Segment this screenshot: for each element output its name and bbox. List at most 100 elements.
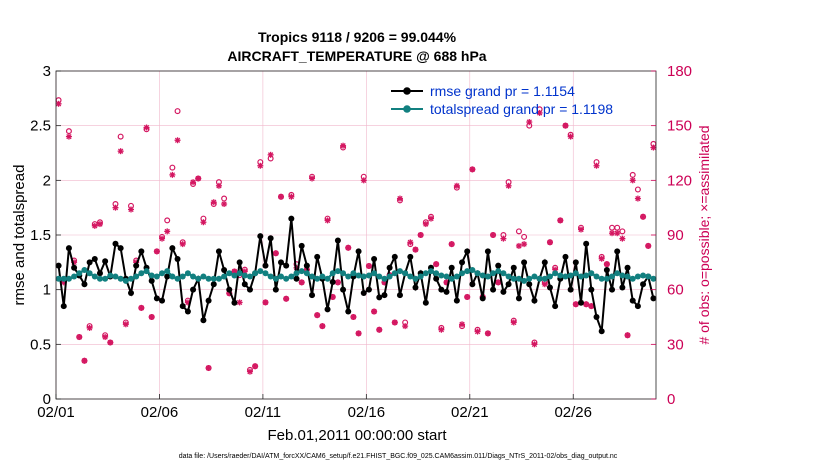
- data-point-rmse: [371, 256, 378, 263]
- obs-assimilated-marker: [215, 182, 222, 189]
- obs-assimilated-stroke: [593, 163, 600, 169]
- obs-possible-marker: [221, 195, 228, 202]
- obs-assimilated-marker: [640, 213, 647, 220]
- obs-assimilated-stroke: [221, 201, 227, 207]
- obs-assimilated-marker: [319, 323, 326, 330]
- obs-assimilated-marker: [536, 109, 543, 116]
- data-point-rmse: [650, 295, 657, 302]
- data-point-rmse: [546, 284, 553, 291]
- obs-assimilated-marker: [598, 255, 605, 262]
- data-point-rmse: [133, 262, 140, 269]
- obs-assimilated-marker: [334, 279, 341, 286]
- obs-assimilated-marker: [402, 323, 409, 330]
- obs-assimilated-stroke: [635, 195, 641, 202]
- obs-possible-marker: [174, 108, 181, 115]
- obs-assimilated-stroke: [273, 250, 279, 256]
- obs-assimilated-marker: [583, 301, 590, 308]
- x-tick-label-2: 02/11: [245, 404, 281, 421]
- data-point-rmse: [128, 289, 134, 296]
- data-point-rmse: [231, 299, 238, 306]
- obs-assimilated-stroke: [159, 235, 165, 242]
- obs-assimilated-stroke: [123, 321, 129, 327]
- data-point-rmse: [500, 288, 507, 295]
- obs-assimilated-stroke: [180, 241, 186, 247]
- data-point-totalspread: [241, 272, 248, 279]
- obs-assimilated-stroke: [562, 123, 569, 129]
- obs-assimilated-stroke: [324, 217, 331, 224]
- obs-assimilated-marker: [515, 242, 522, 249]
- data-point-rmse: [640, 281, 647, 288]
- obs-assimilated-marker: [588, 303, 595, 310]
- obs-assimilated-stroke: [433, 261, 439, 267]
- data-point-rmse: [96, 270, 103, 277]
- obs-possible-marker: [614, 224, 621, 231]
- data-point-rmse: [138, 248, 145, 255]
- obs-assimilated-marker: [102, 334, 109, 341]
- obs-assimilated-stroke: [81, 358, 88, 364]
- obs-assimilated-marker: [422, 221, 429, 228]
- obs-assimilated-stroke: [278, 194, 284, 200]
- obs-assimilated-stroke: [164, 228, 170, 235]
- data-point-rmse: [298, 242, 305, 249]
- obs-assimilated-stroke: [299, 279, 305, 286]
- data-point-rmse: [148, 277, 155, 284]
- obs-assimilated-marker: [572, 301, 579, 308]
- obs-possible-marker: [117, 133, 124, 140]
- legend-rmse-marker: [403, 87, 411, 95]
- x-tick-label-0: 02/01: [37, 404, 75, 421]
- obs-assimilated-marker: [428, 215, 434, 222]
- data-point-totalspread: [422, 270, 429, 277]
- data-point-rmse: [164, 273, 171, 280]
- data-point-totalspread: [164, 268, 171, 275]
- data-point-rmse: [55, 262, 62, 269]
- obs-assimilated-stroke: [257, 163, 263, 169]
- obs-assimilated-stroke: [345, 245, 351, 251]
- data-point-rmse: [112, 240, 119, 247]
- obs-assimilated-marker: [505, 182, 512, 189]
- data-point-totalspread: [138, 270, 145, 277]
- obs-assimilated-marker: [288, 193, 295, 200]
- data-point-rmse: [438, 286, 445, 293]
- obs-assimilated-stroke: [511, 319, 517, 326]
- y-axis-label: rmse and totalspread: [11, 165, 28, 306]
- obs-possible-marker: [515, 228, 522, 235]
- data-point-totalspread: [262, 270, 269, 277]
- data-point-rmse: [272, 286, 279, 293]
- obs-assimilated-stroke: [402, 323, 408, 329]
- obs-assimilated-marker: [521, 241, 528, 248]
- data-point-rmse: [215, 248, 222, 255]
- obs-assimilated-marker: [65, 133, 72, 140]
- obs-assimilated-stroke: [645, 243, 651, 249]
- data-point-totalspread: [474, 270, 481, 277]
- obs-assimilated-stroke: [376, 327, 382, 333]
- obs-assimilated-stroke: [247, 369, 253, 375]
- data-point-totalspread: [417, 273, 424, 280]
- data-point-rmse: [598, 328, 605, 335]
- obs-possible-marker: [169, 164, 176, 171]
- data-point-totalspread: [257, 268, 264, 275]
- obs-assimilated-marker: [417, 232, 424, 238]
- data-point-rmse: [526, 281, 533, 288]
- obs-assimilated-marker: [541, 281, 548, 288]
- obs-assimilated-stroke: [102, 334, 108, 340]
- data-point-rmse: [448, 264, 455, 271]
- data-point-totalspread: [303, 270, 310, 277]
- obs-assimilated-stroke: [107, 339, 113, 346]
- data-point-rmse: [588, 286, 595, 293]
- obs-assimilated-stroke: [599, 256, 605, 262]
- data-point-totalspread: [236, 270, 243, 277]
- data-point-rmse: [531, 297, 538, 304]
- data-point-totalspread: [293, 270, 300, 277]
- obs-assimilated-stroke: [236, 299, 243, 306]
- obs-assimilated-marker: [117, 148, 124, 155]
- obs-assimilated-marker: [464, 293, 471, 300]
- obs-assimilated-stroke: [371, 308, 377, 315]
- legend-spread-label: totalspread grand pr = 1.1198: [430, 101, 613, 117]
- data-point-totalspread: [153, 273, 160, 280]
- data-point-totalspread: [645, 273, 652, 280]
- data-point-rmse: [226, 286, 233, 293]
- obs-assimilated-stroke: [252, 363, 258, 369]
- obs-assimilated-marker: [324, 217, 331, 224]
- legend-spread-marker: [403, 105, 411, 113]
- data-point-rmse: [541, 259, 548, 266]
